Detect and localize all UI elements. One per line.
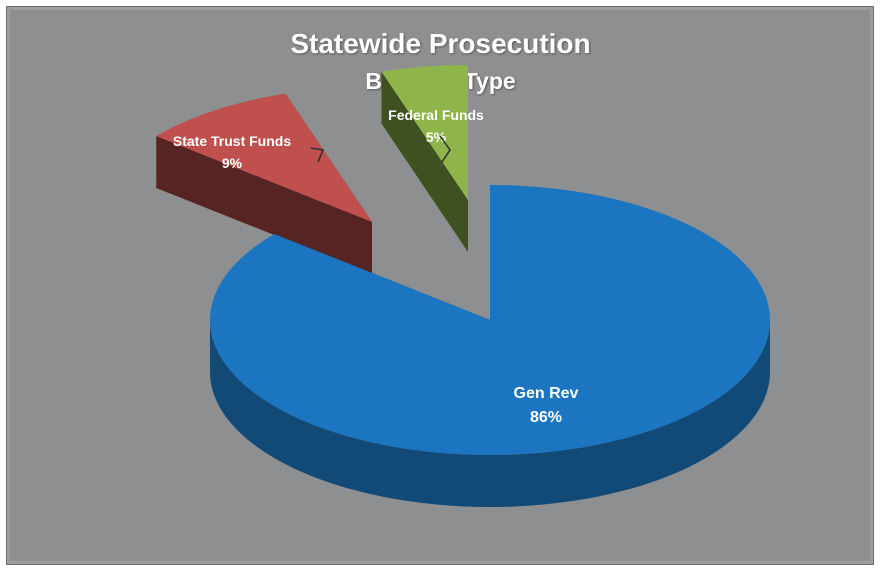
slice-side (210, 320, 770, 507)
slice-state-trust-funds (156, 93, 372, 275)
slice-gen-rev (209, 185, 770, 507)
chart-title: Statewide Prosecution (290, 28, 591, 59)
leader-line-federal-funds (439, 135, 451, 163)
leader-line-state-trust-funds (310, 147, 325, 163)
slice-wall (381, 71, 468, 253)
value-gen-rev: 86% (530, 409, 562, 426)
slice-top (209, 185, 770, 456)
label-federal-funds: Federal Funds (388, 107, 484, 123)
slice-federal-funds (381, 65, 468, 253)
label-state-trust-funds: State Trust Funds (173, 133, 291, 149)
slice-top (156, 93, 372, 223)
label-gen-rev: Gen Rev (514, 385, 579, 402)
value-federal-funds: 5% (426, 129, 447, 145)
slice-wall (156, 135, 372, 274)
value-state-trust-funds: 9% (222, 155, 243, 171)
slice-top (381, 65, 468, 200)
